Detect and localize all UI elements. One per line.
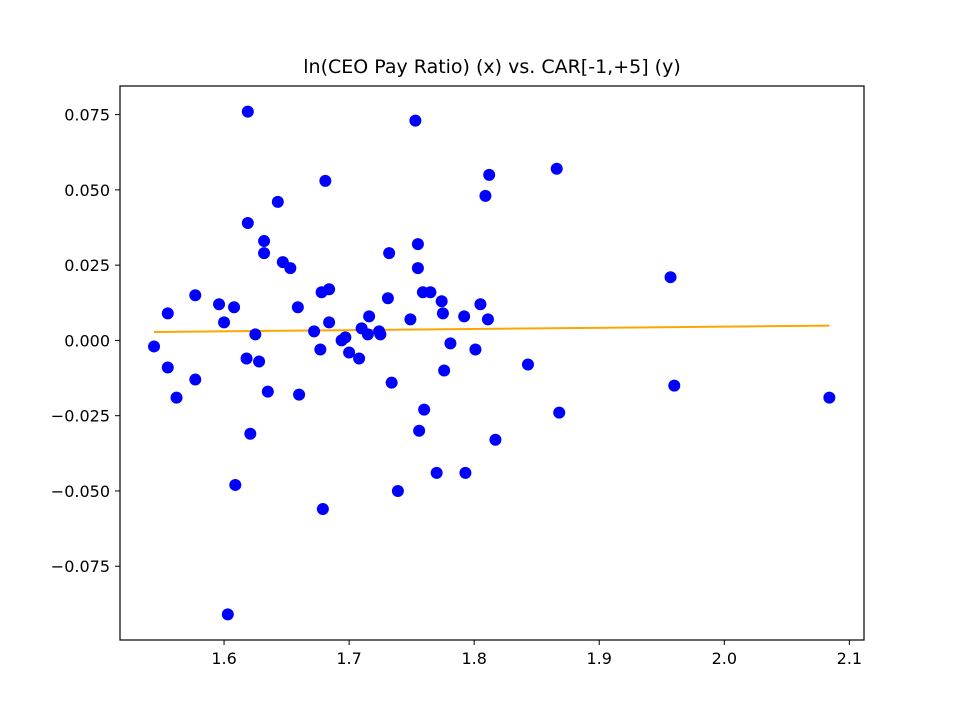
- data-point: [221, 608, 234, 621]
- x-tick-label: 1.6: [211, 649, 236, 668]
- x-tick-label: 1.9: [587, 649, 612, 668]
- y-tick-label: 0.025: [64, 256, 110, 275]
- data-point: [170, 391, 183, 404]
- data-point: [218, 316, 231, 329]
- data-point: [241, 105, 254, 118]
- data-point: [229, 478, 242, 491]
- data-point: [411, 262, 424, 275]
- data-point: [261, 385, 274, 398]
- data-point: [474, 298, 487, 311]
- data-point: [258, 247, 271, 260]
- data-point: [404, 313, 417, 326]
- chart-title: ln(CEO Pay Ratio) (x) vs. CAR[-1,+5] (y): [303, 56, 681, 78]
- data-point: [339, 331, 352, 344]
- data-point: [323, 316, 336, 329]
- regression-line: [154, 324, 830, 333]
- data-point: [241, 216, 254, 229]
- data-point: [668, 379, 681, 392]
- points-layer: [148, 105, 836, 621]
- data-point: [319, 174, 332, 187]
- data-point: [253, 355, 266, 368]
- data-point: [391, 484, 404, 497]
- data-point: [293, 388, 306, 401]
- data-point: [435, 295, 448, 308]
- data-point: [469, 343, 482, 356]
- data-point: [271, 195, 284, 208]
- data-point: [291, 301, 304, 314]
- data-point: [424, 286, 437, 299]
- y-tick-label: 0.075: [64, 106, 110, 125]
- data-point: [418, 403, 431, 416]
- data-point: [374, 328, 387, 341]
- data-point: [161, 361, 174, 374]
- regression-layer: [154, 324, 830, 333]
- data-point: [361, 328, 374, 341]
- data-point: [381, 292, 394, 305]
- data-point: [459, 466, 472, 479]
- data-point: [363, 310, 376, 323]
- data-point: [553, 406, 566, 419]
- data-point: [353, 352, 366, 365]
- data-point: [413, 424, 426, 437]
- data-point: [249, 328, 262, 341]
- data-point: [323, 283, 336, 296]
- data-point: [244, 427, 257, 440]
- data-point: [213, 298, 226, 311]
- data-point: [228, 301, 241, 314]
- data-point: [314, 343, 327, 356]
- data-point: [189, 373, 202, 386]
- data-point: [148, 340, 161, 353]
- data-point: [823, 391, 836, 404]
- data-point: [161, 307, 174, 320]
- data-point: [489, 433, 502, 446]
- x-tick-label: 1.8: [461, 649, 486, 668]
- data-point: [240, 352, 253, 365]
- y-tick-label: 0.050: [64, 181, 110, 200]
- data-point: [383, 247, 396, 260]
- data-point: [444, 337, 457, 350]
- data-point: [258, 235, 271, 248]
- data-point: [481, 313, 494, 326]
- y-tick-label: −0.025: [51, 407, 110, 426]
- x-tick-label: 1.7: [336, 649, 361, 668]
- data-point: [664, 271, 677, 284]
- data-point: [436, 307, 449, 320]
- data-point: [438, 364, 451, 377]
- data-point: [430, 466, 443, 479]
- data-point: [458, 310, 471, 323]
- data-point: [308, 325, 321, 338]
- data-point: [550, 162, 563, 175]
- data-point: [409, 114, 422, 127]
- data-point: [521, 358, 534, 371]
- y-tick-label: −0.075: [51, 557, 110, 576]
- data-point: [385, 376, 398, 389]
- y-tick-label: 0.000: [64, 331, 110, 350]
- data-point: [316, 503, 329, 516]
- data-point: [189, 289, 202, 302]
- axes-frame: [119, 85, 865, 641]
- plot-area: [148, 105, 836, 621]
- data-point: [479, 189, 492, 202]
- data-point: [483, 168, 496, 181]
- axes-layer: 1.6 1.7 1.8 1.9 2.0 2.1 −0.075 −0.050 −0.025 0.00…: [51, 85, 865, 668]
- x-tick-label: 2.0: [712, 649, 737, 668]
- x-tick-label: 2.1: [837, 649, 862, 668]
- data-point: [343, 346, 356, 359]
- data-point: [284, 262, 297, 275]
- data-point: [411, 238, 424, 251]
- y-tick-label: −0.050: [51, 482, 110, 501]
